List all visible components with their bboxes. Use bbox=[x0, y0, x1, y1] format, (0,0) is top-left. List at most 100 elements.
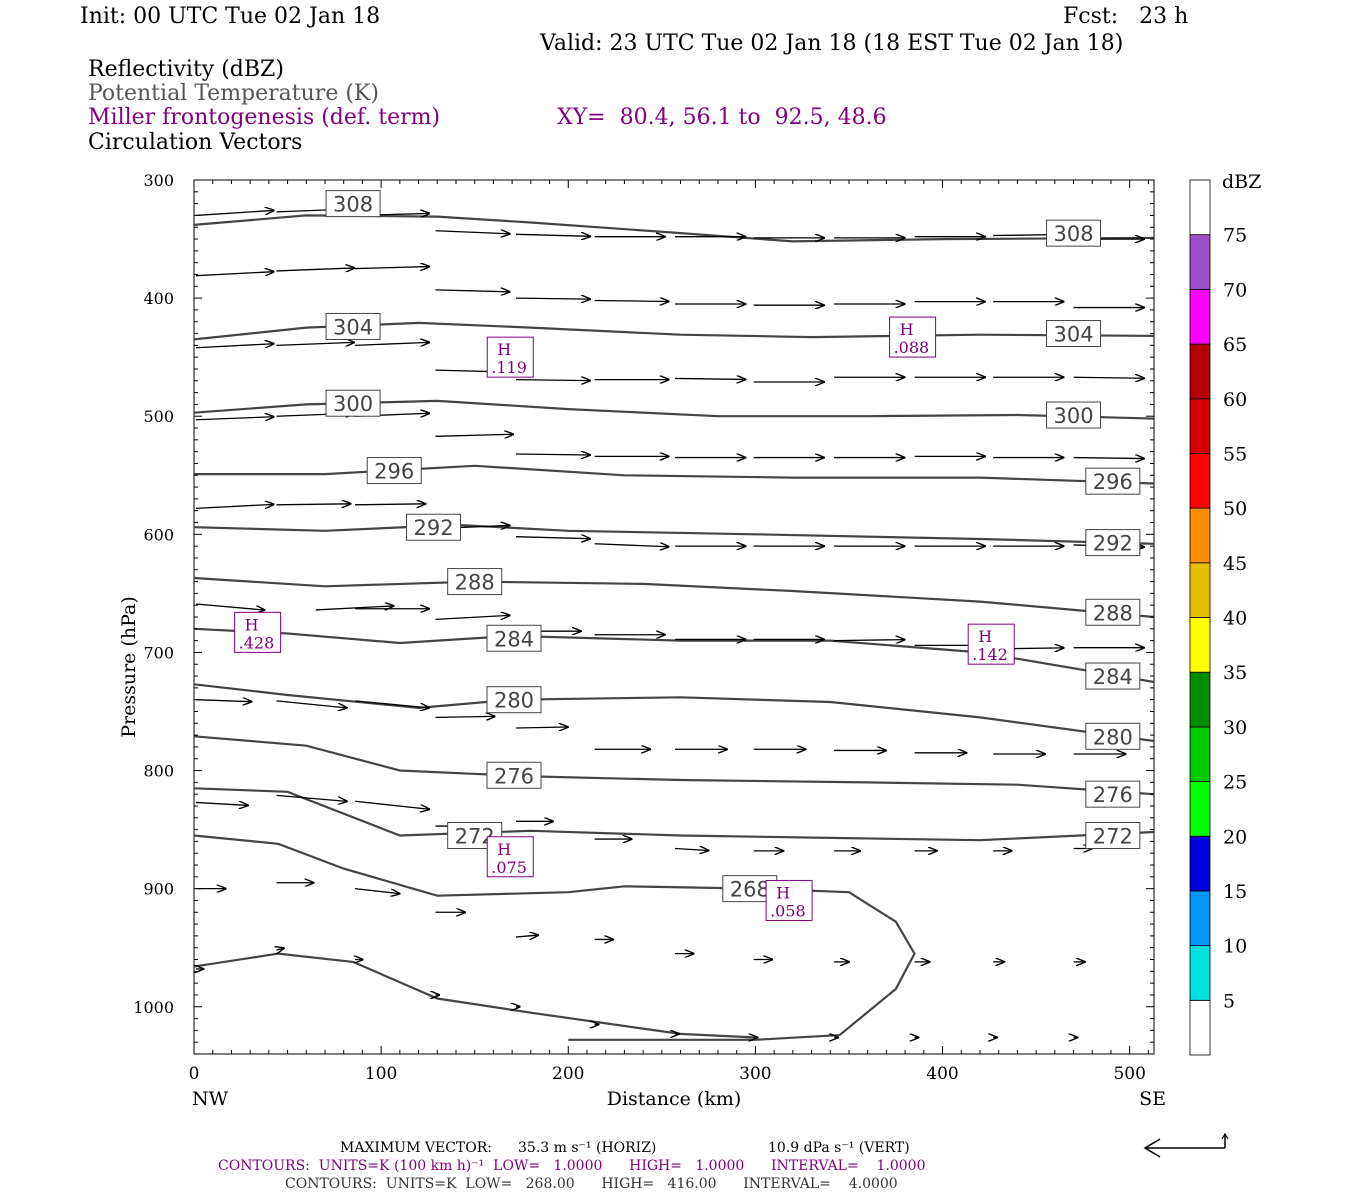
colorbar-segment bbox=[1189, 617, 1211, 673]
circulation-vector bbox=[675, 848, 708, 850]
circulation-vector bbox=[195, 802, 248, 805]
circulation-vector bbox=[834, 640, 904, 641]
theta-contour-264 bbox=[193, 952, 756, 1039]
frontogenesis-max-symbol: H bbox=[245, 615, 259, 634]
theta-label: 288 bbox=[455, 571, 495, 595]
colorbar-segment bbox=[1189, 288, 1211, 345]
colorbar-segment bbox=[1189, 179, 1211, 236]
theta-label: 276 bbox=[1093, 783, 1133, 807]
frontogenesis-max-box bbox=[967, 623, 1015, 665]
colorbar-segment bbox=[1189, 999, 1211, 1056]
colorbar-segment bbox=[1189, 453, 1211, 509]
circulation-vector bbox=[675, 378, 745, 379]
circulation-vector bbox=[276, 504, 350, 505]
y-tick-label: 300 bbox=[143, 171, 174, 190]
frontogenesis-max-box bbox=[486, 336, 534, 378]
colorbar-tick-label: 65 bbox=[1223, 334, 1247, 356]
frontogenesis-max-value: .058 bbox=[770, 901, 806, 920]
theta-label-box bbox=[486, 686, 542, 714]
circulation-vector bbox=[195, 504, 274, 509]
circulation-vector bbox=[355, 267, 429, 269]
theta-label: 300 bbox=[333, 392, 373, 416]
circulation-vector bbox=[435, 716, 495, 717]
circulation-vector bbox=[195, 603, 264, 610]
colorbar-segment bbox=[1189, 945, 1211, 1001]
circulation-vector bbox=[276, 700, 346, 708]
circulation-vector bbox=[276, 268, 354, 271]
theta-contour-284 bbox=[193, 627, 1155, 684]
circulation-vector bbox=[354, 888, 399, 894]
max-vector-vert: 10.9 dPa s⁻¹ (VERT) bbox=[768, 1140, 910, 1156]
circulation-vector bbox=[355, 700, 429, 708]
colorbar-segment bbox=[1189, 671, 1211, 728]
valid-time: Valid: 23 UTC Tue 02 Jan 18 (18 EST Tue … bbox=[540, 31, 1124, 56]
x-tick-label: 100 bbox=[365, 1064, 397, 1084]
x-end-label-se: SE bbox=[1139, 1088, 1166, 1110]
theta-label-box bbox=[1085, 722, 1141, 750]
theta-contour-296 bbox=[194, 464, 1155, 485]
theta-contour-288 bbox=[193, 576, 1155, 619]
colorbar-title: dBZ bbox=[1222, 171, 1261, 193]
x-tick-label: 300 bbox=[739, 1064, 771, 1084]
theta-label-box bbox=[1085, 780, 1141, 808]
theta-label-box bbox=[1085, 662, 1141, 690]
circulation-vector bbox=[276, 948, 283, 950]
theta-contour-292 bbox=[193, 523, 1155, 545]
colorbar-tick-label: 15 bbox=[1223, 881, 1247, 903]
theta-label: 296 bbox=[374, 460, 414, 484]
colorbar-segment bbox=[1189, 343, 1211, 400]
theta-label: 304 bbox=[333, 315, 373, 339]
theta-label-box bbox=[325, 190, 381, 218]
frontogenesis-max-symbol: H bbox=[900, 320, 914, 339]
colorbar-tick-label: 45 bbox=[1223, 553, 1247, 575]
circulation-vector bbox=[355, 504, 425, 505]
circulation-vector bbox=[195, 210, 274, 217]
y-tick-label: 400 bbox=[143, 289, 174, 308]
circulation-vector bbox=[435, 290, 510, 292]
field-label-frontogenesis: Miller frontogenesis (def. term) bbox=[88, 105, 441, 130]
colorbar-tick-label: 40 bbox=[1223, 608, 1247, 630]
colorbar-tick-label: 70 bbox=[1223, 279, 1247, 301]
theta-label-box bbox=[1085, 822, 1141, 849]
colorbar-tick-label: 25 bbox=[1223, 772, 1247, 794]
circulation-vector bbox=[355, 342, 429, 345]
colorbar-tick-label: 75 bbox=[1223, 225, 1247, 247]
field-label-reflectivity: Reflectivity (dBZ) bbox=[88, 57, 284, 82]
plot-frame bbox=[193, 179, 1155, 1055]
y-tick-label: 600 bbox=[143, 525, 174, 544]
frontogenesis-max-symbol: H bbox=[776, 883, 790, 902]
y-tick-label: 500 bbox=[143, 407, 174, 426]
colorbar-segment bbox=[1189, 507, 1211, 564]
theta-contour-268 bbox=[194, 836, 1154, 1040]
circulation-vector bbox=[276, 342, 354, 345]
theta-label-box bbox=[325, 389, 381, 417]
circulation-vector bbox=[594, 544, 669, 547]
circulation-vector bbox=[195, 272, 274, 277]
y-tick-label: 700 bbox=[143, 643, 174, 662]
theta-label-box bbox=[325, 312, 381, 340]
frontogenesis-max-box bbox=[889, 316, 937, 358]
theta-label-box bbox=[486, 761, 542, 789]
theta-label-box bbox=[447, 568, 503, 596]
circulation-vector bbox=[1073, 377, 1144, 378]
circulation-vector bbox=[515, 537, 590, 539]
colorbar-tick-label: 55 bbox=[1223, 443, 1247, 465]
theta-contour-280 bbox=[193, 683, 1155, 743]
colorbar-segment bbox=[1189, 890, 1211, 947]
frontogenesis-max-box bbox=[234, 611, 282, 653]
colorbar-tick-label: 50 bbox=[1223, 498, 1247, 520]
theta-label-box bbox=[1085, 467, 1141, 495]
field-label-vectors: Circulation Vectors bbox=[88, 130, 303, 155]
theta-label: 284 bbox=[494, 627, 534, 651]
x-tick-label: 500 bbox=[1113, 1064, 1145, 1084]
x-tick-label: 200 bbox=[552, 1064, 584, 1084]
theta-label-box bbox=[1085, 529, 1141, 557]
field-label-theta: Potential Temperature (K) bbox=[88, 81, 379, 106]
circulation-vector bbox=[435, 434, 514, 436]
theta-label-box bbox=[486, 624, 542, 652]
init-time: Init: 00 UTC Tue 02 Jan 18 bbox=[80, 4, 381, 29]
theta-contour-276 bbox=[193, 735, 1155, 796]
x-axis-label: Distance (km) bbox=[607, 1088, 742, 1110]
theta-label: 280 bbox=[1093, 725, 1133, 749]
colorbar-tick-label: 35 bbox=[1223, 662, 1247, 684]
